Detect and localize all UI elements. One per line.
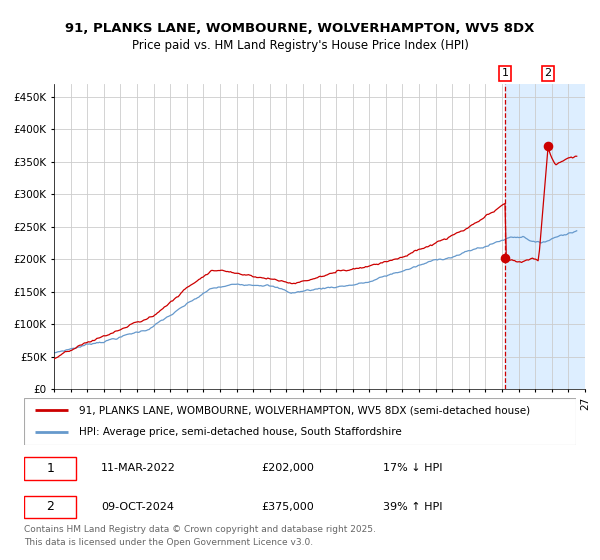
Text: 39% ↑ HPI: 39% ↑ HPI [383,502,442,512]
FancyBboxPatch shape [24,457,76,480]
Point [543,141,553,150]
Text: 2: 2 [544,68,551,78]
Text: Price paid vs. HM Land Registry's House Price Index (HPI): Price paid vs. HM Land Registry's House … [131,39,469,52]
Text: 2: 2 [47,501,55,514]
Text: HPI: Average price, semi-detached house, South Staffordshire: HPI: Average price, semi-detached house,… [79,427,402,437]
Text: 09-OCT-2024: 09-OCT-2024 [101,502,174,512]
Text: 11-MAR-2022: 11-MAR-2022 [101,464,176,473]
Text: £375,000: £375,000 [262,502,314,512]
Text: 1: 1 [502,68,509,78]
Text: Contains HM Land Registry data © Crown copyright and database right 2025.
This d: Contains HM Land Registry data © Crown c… [24,525,376,548]
Bar [505,84,585,389]
Text: 17% ↓ HPI: 17% ↓ HPI [383,464,442,473]
Text: £202,000: £202,000 [262,464,314,473]
FancyBboxPatch shape [24,496,76,519]
FancyBboxPatch shape [24,398,576,445]
Text: 1: 1 [47,462,55,475]
Point [500,254,510,263]
Text: 91, PLANKS LANE, WOMBOURNE, WOLVERHAMPTON, WV5 8DX: 91, PLANKS LANE, WOMBOURNE, WOLVERHAMPTO… [65,22,535,35]
Text: 91, PLANKS LANE, WOMBOURNE, WOLVERHAMPTON, WV5 8DX (semi-detached house): 91, PLANKS LANE, WOMBOURNE, WOLVERHAMPTO… [79,405,530,416]
